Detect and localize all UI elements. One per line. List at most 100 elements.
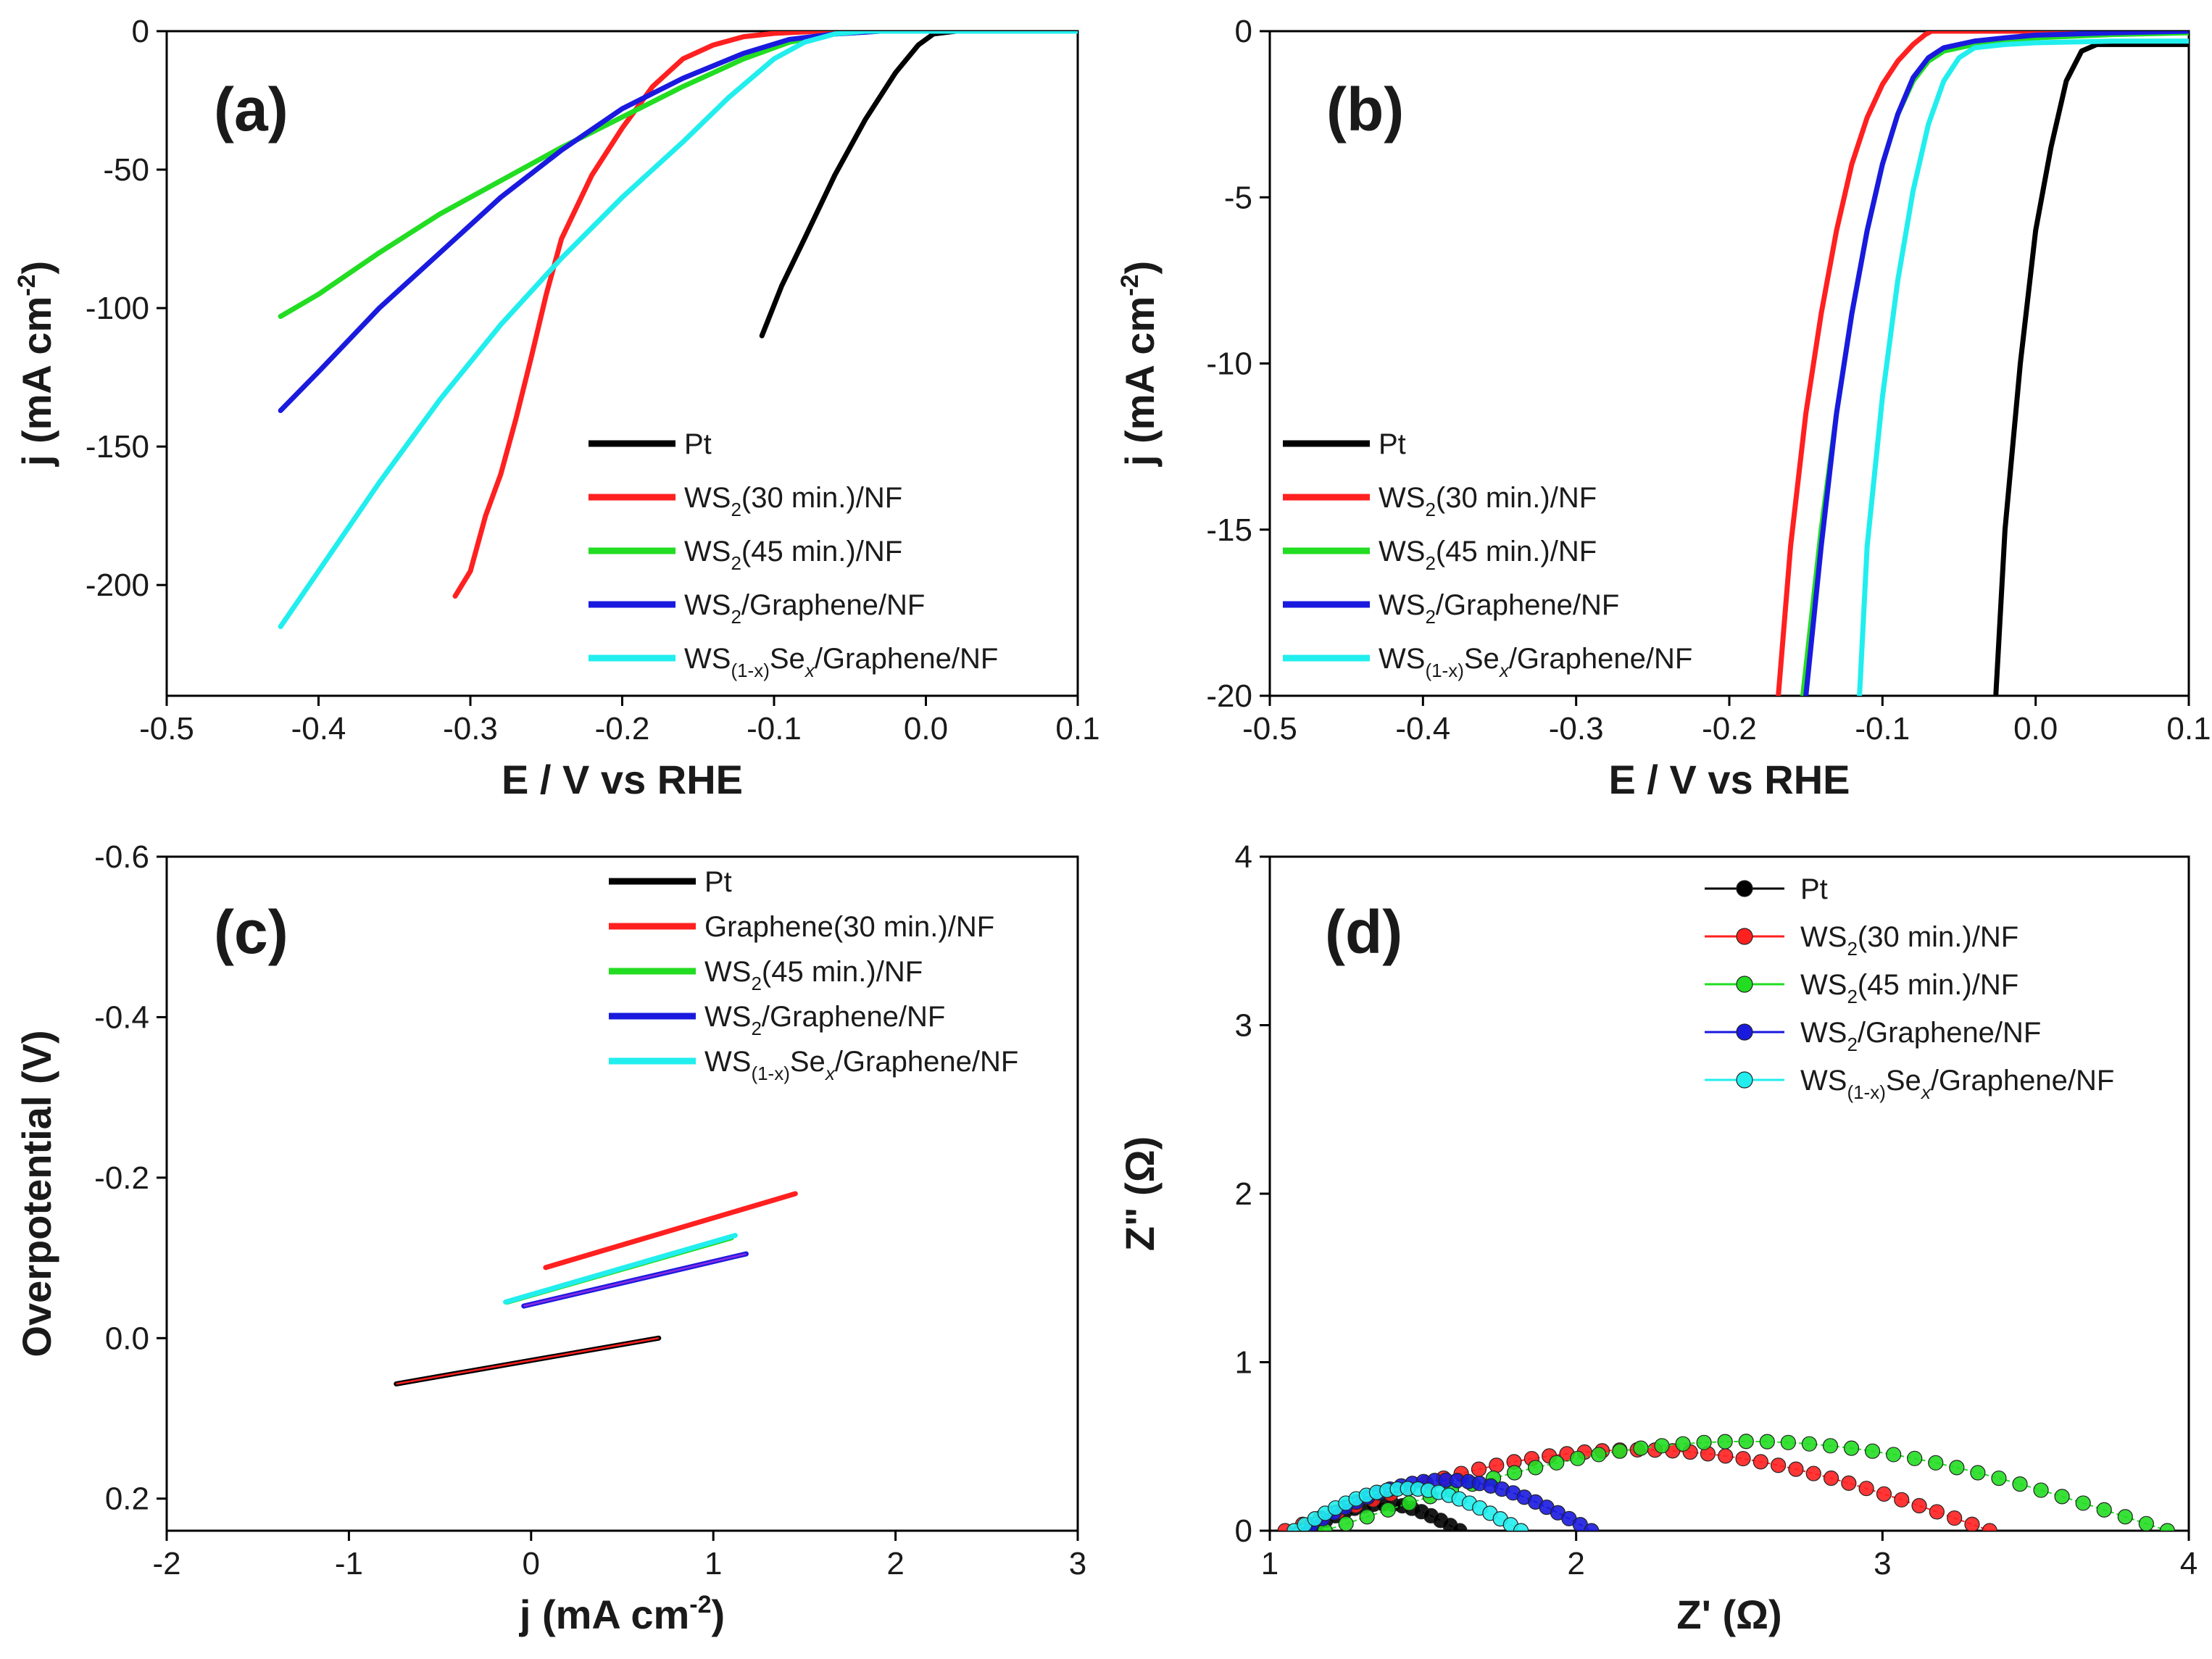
legend-marker xyxy=(1736,976,1753,993)
data-point xyxy=(1528,1460,1544,1476)
y-tick-label: 1 xyxy=(1235,1345,1252,1381)
data-point xyxy=(1991,1470,2007,1487)
legend-entry: Pt xyxy=(704,866,732,898)
panel-label: (d) xyxy=(1325,898,1402,966)
series-line xyxy=(543,1191,798,1271)
data-point xyxy=(1823,1470,1839,1487)
legend: Pt Graphene(30 min.)/NF WS2(45 min.)/NF WS2… xyxy=(609,866,1018,1084)
data-point xyxy=(1401,1495,1417,1511)
data-point xyxy=(1759,1434,1775,1450)
data-point xyxy=(1982,1523,1997,1531)
series-line xyxy=(1857,38,2189,696)
data-point xyxy=(1654,1438,1670,1454)
y-axis-label: j (mA cm-2) xyxy=(1116,261,1163,467)
x-tick-label: -0.5 xyxy=(1242,711,1297,747)
data-point xyxy=(1858,1481,1874,1497)
data-point xyxy=(1675,1436,1691,1452)
panel-label: (a) xyxy=(214,75,288,144)
panel-label: (b) xyxy=(1326,75,1404,144)
data-layer xyxy=(394,1191,798,1386)
y-tick-label: -5 xyxy=(1224,180,1252,215)
data-point xyxy=(1843,1440,1860,1456)
y-tick-label: -10 xyxy=(1206,346,1252,382)
legend-entry: WS(1-x)Sex/Graphene/NF xyxy=(1800,1065,2114,1103)
data-point xyxy=(1507,1465,1523,1481)
data-point xyxy=(2033,1482,2049,1498)
x-axis-label: E / V vs RHE xyxy=(1608,757,1850,802)
y-tick-label: 0 xyxy=(1235,1513,1252,1549)
panel-label: (c) xyxy=(214,898,288,966)
x-tick-label: 0 xyxy=(523,1546,540,1581)
y-tick-label: -200 xyxy=(86,567,149,603)
data-point xyxy=(2054,1489,2070,1505)
legend: Pt WS2(30 min.)/NF WS2(45 min.)/NF WS2/Grap… xyxy=(589,428,998,681)
plot-frame xyxy=(1268,855,2190,1532)
y-tick-label: 2 xyxy=(1235,1176,1252,1212)
y-tick-label: 0 xyxy=(1235,14,1252,49)
y-axis-label: Z" (Ω) xyxy=(1117,1136,1163,1252)
legend-entry: WS2(45 min.)/NF xyxy=(684,536,902,574)
y-tick-label: -100 xyxy=(86,291,149,326)
x-tick-label: 0.1 xyxy=(1055,711,1099,747)
y-tick-label: -0.6 xyxy=(94,839,149,875)
legend-entry: WS2/Graphene/NF xyxy=(704,1001,945,1039)
data-point xyxy=(1780,1434,1796,1450)
x-tick-label: -0.1 xyxy=(1855,711,1910,747)
data-point xyxy=(2159,1523,2176,1531)
data-point xyxy=(1718,1448,1734,1464)
data-point xyxy=(1591,1447,1607,1463)
x-tick-label: -0.3 xyxy=(443,711,498,747)
series-line xyxy=(1776,31,2189,696)
y-tick-label: 0.0 xyxy=(105,1321,149,1356)
legend-marker xyxy=(1736,1023,1753,1041)
data-point xyxy=(2075,1495,2091,1511)
panel-b: -0.5 -0.4 -0.3 -0.2 -0.1 0.0 0.1 0 -5 -10 -15 -20 E … xyxy=(1116,14,2211,802)
x-tick-label: -1 xyxy=(335,1546,363,1581)
x-tick-label: 2 xyxy=(1567,1546,1584,1581)
legend-entry: WS2(30 min.)/NF xyxy=(1800,921,2018,960)
data-point xyxy=(2096,1502,2112,1518)
data-point xyxy=(1338,1515,1354,1531)
data-point xyxy=(1717,1434,1733,1450)
x-tick-label: -0.1 xyxy=(747,711,802,747)
data-point xyxy=(1735,1450,1751,1467)
panel-a: -0.5 -0.4 -0.3 -0.2 -0.1 0.0 0.1 0 -50 -100 -150 -2… xyxy=(13,14,1100,802)
y-tick-label: -15 xyxy=(1206,512,1252,548)
x-tick-label: 1 xyxy=(1261,1546,1278,1581)
legend-entry: Pt xyxy=(1379,428,1406,460)
y-axis-label: Overpotential (V) xyxy=(14,1030,59,1357)
data-point xyxy=(1549,1455,1565,1471)
x-tick-label: 0.0 xyxy=(904,711,948,747)
data-point xyxy=(1452,1523,1468,1531)
x-tick-label: -0.5 xyxy=(139,711,194,747)
data-point xyxy=(1907,1450,1923,1466)
series-line xyxy=(503,1233,738,1305)
data-point xyxy=(1876,1486,1892,1502)
data-point xyxy=(2117,1509,2133,1525)
legend-marker xyxy=(1736,1071,1753,1089)
x-tick-label: -0.2 xyxy=(595,711,650,747)
legend-entry: WS2/Graphene/NF xyxy=(1379,589,1619,628)
data-point xyxy=(1570,1450,1586,1466)
data-point xyxy=(1929,1504,1945,1520)
y-tick-label: 3 xyxy=(1235,1008,1252,1044)
data-point xyxy=(1359,1509,1375,1525)
legend-entry: WS2/Graphene/NF xyxy=(1800,1017,2041,1055)
x-tick-label: -2 xyxy=(152,1546,180,1581)
y-tick-label: 0.2 xyxy=(105,1481,149,1517)
data-point xyxy=(1864,1443,1881,1459)
data-point xyxy=(1752,1454,1768,1470)
series-line xyxy=(278,31,1078,320)
data-layer xyxy=(1776,31,2189,696)
data-point xyxy=(1928,1455,1944,1471)
legend-entry: WS2(45 min.)/NF xyxy=(704,956,923,994)
y-tick-label: -20 xyxy=(1206,678,1252,714)
y-tick-label: 0 xyxy=(132,14,149,49)
x-tick-label: 3 xyxy=(1069,1546,1086,1581)
y-tick-label: -150 xyxy=(86,429,149,465)
x-axis-label: E / V vs RHE xyxy=(502,757,743,802)
fit-line xyxy=(523,1252,747,1307)
x-tick-label: -0.3 xyxy=(1549,711,1604,747)
